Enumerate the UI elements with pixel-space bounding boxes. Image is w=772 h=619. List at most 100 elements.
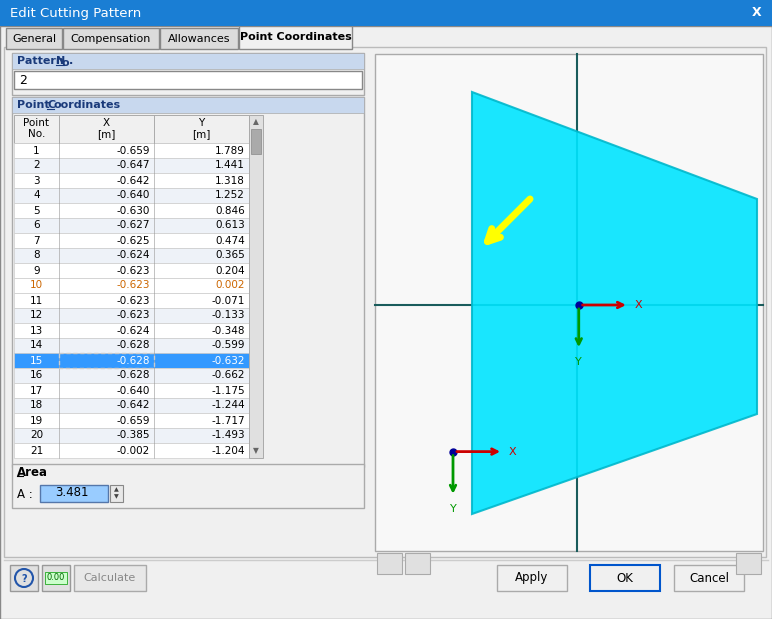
FancyBboxPatch shape xyxy=(14,278,249,293)
Text: -0.647: -0.647 xyxy=(117,160,150,170)
FancyBboxPatch shape xyxy=(14,233,249,248)
Text: 19: 19 xyxy=(30,415,43,425)
Text: 4: 4 xyxy=(33,191,40,201)
Text: -0.071: -0.071 xyxy=(212,295,245,306)
Text: X: X xyxy=(635,300,642,310)
Text: 8: 8 xyxy=(33,251,40,261)
Text: Y: Y xyxy=(575,357,582,367)
Text: 0.204: 0.204 xyxy=(215,266,245,275)
Text: -1.175: -1.175 xyxy=(212,386,245,396)
Text: X: X xyxy=(509,446,516,457)
Text: -0.640: -0.640 xyxy=(117,386,150,396)
Text: Point Coordinates: Point Coordinates xyxy=(239,33,351,43)
FancyBboxPatch shape xyxy=(42,565,70,591)
FancyBboxPatch shape xyxy=(14,218,249,233)
FancyBboxPatch shape xyxy=(14,143,249,158)
FancyBboxPatch shape xyxy=(14,293,249,308)
FancyBboxPatch shape xyxy=(14,338,249,353)
Text: No.: No. xyxy=(28,129,46,139)
Text: -0.002: -0.002 xyxy=(117,446,150,456)
FancyBboxPatch shape xyxy=(63,28,159,49)
Text: 20: 20 xyxy=(30,430,43,441)
FancyBboxPatch shape xyxy=(12,97,364,113)
Text: -0.623: -0.623 xyxy=(117,280,150,290)
FancyBboxPatch shape xyxy=(12,97,364,467)
Text: 0.846: 0.846 xyxy=(215,206,245,215)
Text: -0.642: -0.642 xyxy=(117,400,150,410)
Text: 1.441: 1.441 xyxy=(215,160,245,170)
Text: oordinates: oordinates xyxy=(53,100,120,110)
Text: ▼: ▼ xyxy=(113,495,118,500)
Text: Y: Y xyxy=(198,118,205,128)
Text: 0.002: 0.002 xyxy=(215,280,245,290)
FancyBboxPatch shape xyxy=(251,129,261,154)
Text: 0.00: 0.00 xyxy=(47,573,65,582)
Text: A :: A : xyxy=(17,488,32,501)
Text: 6: 6 xyxy=(33,220,40,230)
Text: Apply: Apply xyxy=(516,571,549,584)
Text: N: N xyxy=(56,56,66,66)
FancyBboxPatch shape xyxy=(674,565,744,591)
Text: 1.318: 1.318 xyxy=(215,176,245,186)
Text: 15: 15 xyxy=(30,355,43,365)
Text: 11: 11 xyxy=(30,295,43,306)
Text: Calculate: Calculate xyxy=(84,573,136,583)
Text: 3.481: 3.481 xyxy=(56,487,89,500)
FancyBboxPatch shape xyxy=(14,71,362,89)
Text: -0.624: -0.624 xyxy=(117,326,150,335)
Text: -0.133: -0.133 xyxy=(212,311,245,321)
Point xyxy=(573,300,585,310)
Text: 7: 7 xyxy=(33,235,40,246)
Text: 1.789: 1.789 xyxy=(215,145,245,155)
Text: -0.628: -0.628 xyxy=(117,355,150,365)
Text: -1.244: -1.244 xyxy=(212,400,245,410)
Text: -0.385: -0.385 xyxy=(117,430,150,441)
Text: X: X xyxy=(103,118,110,128)
Text: Y: Y xyxy=(449,504,456,514)
Text: 21: 21 xyxy=(30,446,43,456)
Text: Cancel: Cancel xyxy=(689,571,729,584)
Text: -0.599: -0.599 xyxy=(212,340,245,350)
FancyBboxPatch shape xyxy=(12,53,364,69)
Text: -0.659: -0.659 xyxy=(117,415,150,425)
Text: 14: 14 xyxy=(30,340,43,350)
Text: Allowances: Allowances xyxy=(168,33,230,43)
Text: 0.365: 0.365 xyxy=(215,251,245,261)
Text: -0.630: -0.630 xyxy=(117,206,150,215)
FancyBboxPatch shape xyxy=(14,428,249,443)
FancyBboxPatch shape xyxy=(4,47,766,557)
Text: Area: Area xyxy=(17,465,48,478)
FancyBboxPatch shape xyxy=(160,28,238,49)
Text: [m]: [m] xyxy=(192,129,211,139)
FancyBboxPatch shape xyxy=(14,158,249,173)
Text: 2: 2 xyxy=(33,160,40,170)
FancyBboxPatch shape xyxy=(405,553,430,574)
Text: -1.717: -1.717 xyxy=(212,415,245,425)
FancyBboxPatch shape xyxy=(0,0,772,26)
FancyBboxPatch shape xyxy=(14,263,249,278)
Text: -0.348: -0.348 xyxy=(212,326,245,335)
FancyBboxPatch shape xyxy=(375,54,763,551)
FancyBboxPatch shape xyxy=(74,565,146,591)
FancyBboxPatch shape xyxy=(14,368,249,383)
FancyBboxPatch shape xyxy=(736,553,761,574)
Text: X: X xyxy=(752,7,762,20)
Text: C: C xyxy=(47,100,55,110)
Text: 1.252: 1.252 xyxy=(215,191,245,201)
FancyBboxPatch shape xyxy=(14,323,249,338)
Text: -0.642: -0.642 xyxy=(117,176,150,186)
Text: ?: ? xyxy=(21,574,27,584)
Text: General: General xyxy=(12,33,56,43)
Point xyxy=(447,447,459,457)
Text: -0.625: -0.625 xyxy=(117,235,150,246)
FancyBboxPatch shape xyxy=(10,565,38,591)
Text: 5: 5 xyxy=(33,206,40,215)
Polygon shape xyxy=(472,92,757,514)
Text: 2: 2 xyxy=(19,74,27,87)
Text: -0.659: -0.659 xyxy=(117,145,150,155)
Text: -0.628: -0.628 xyxy=(117,371,150,381)
Text: 13: 13 xyxy=(30,326,43,335)
Text: Edit Cutting Pattern: Edit Cutting Pattern xyxy=(10,7,141,20)
FancyBboxPatch shape xyxy=(14,353,249,368)
Text: -0.624: -0.624 xyxy=(117,251,150,261)
